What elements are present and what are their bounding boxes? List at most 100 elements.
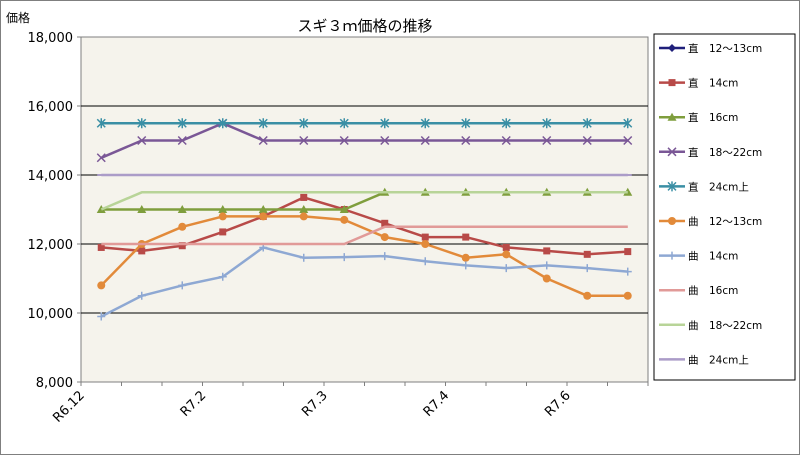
data-point [668,79,676,87]
series-line [100,122,628,159]
data-point [218,212,227,221]
data-point [623,291,632,300]
data-point [137,118,147,129]
series-7 [101,225,628,246]
data-point [420,118,430,129]
data-point [96,153,106,163]
data-point [582,118,592,129]
data-point [668,251,676,260]
legend-label: 曲 14cm [688,251,738,263]
legend-label: 直 12～13cm [688,42,762,55]
data-point [178,281,187,290]
series-line [101,225,628,246]
data-point [177,135,187,146]
data-point [543,247,551,255]
data-point [667,112,677,121]
data-point [300,193,308,201]
data-point [258,118,268,129]
data-point [259,212,268,221]
data-point [462,233,470,241]
legend-item-1: 直 14cm [659,77,738,90]
data-point [339,118,349,129]
data-point [380,233,389,242]
legend-item-5: 曲 12～13cm [659,216,762,228]
data-point [299,205,309,213]
data-point [138,247,146,255]
chart-title: スギ３ｍ価格の推移 [297,17,432,35]
data-point [623,118,633,129]
data-point [502,250,511,259]
data-point [583,291,592,300]
data-point [137,135,147,146]
legend-label: 曲 12～13cm [688,216,762,228]
y-tick-label: 8,000 [36,376,73,391]
data-point [623,135,633,146]
series-6 [97,243,632,321]
data-point [421,257,430,266]
legend-label: 曲 16cm [688,285,738,297]
data-point [339,205,349,213]
data-point [421,233,429,241]
data-point [624,248,632,256]
y-axis-label: 価格 [6,10,30,25]
data-point [542,261,551,270]
data-point [339,135,349,146]
data-point [623,267,632,276]
y-tick-label: 12,000 [28,238,74,253]
y-tick-label: 18,000 [28,31,74,46]
legend-item-6: 曲 14cm [659,251,738,263]
data-point [380,118,390,129]
data-point [582,135,592,146]
legend-label: 直 16cm [688,111,738,124]
data-point [258,135,268,146]
series-line [100,246,628,318]
data-point [96,118,106,129]
data-point [461,118,471,129]
data-point [97,243,105,251]
series-8 [100,191,628,211]
y-tick-label: 14,000 [28,169,74,184]
data-point [97,312,106,321]
data-point [502,243,510,251]
legend-item-9: 曲 24cm上 [659,354,749,366]
series-3 [96,118,633,163]
legend-label: 直 24cm上 [688,180,749,193]
legend-item-0: 直 12～13cm [659,42,762,55]
data-point [542,274,551,283]
data-point [667,147,677,157]
legend-item-4: 直 24cm上 [659,180,749,193]
legend-item-2: 直 16cm [659,111,738,124]
data-point [299,253,308,262]
data-point [299,212,308,221]
data-point [218,272,227,281]
data-point [501,135,511,146]
y-tick-label: 16,000 [28,100,74,115]
data-point [218,118,228,129]
data-point [340,215,349,224]
data-point [258,205,268,213]
data-point [218,205,228,213]
data-point [501,118,511,129]
series-lines [96,118,633,321]
data-point [178,242,186,250]
legend-label: 直 14cm [688,77,738,90]
legend-label: 直 18～22cm [688,146,762,159]
data-point [340,253,349,262]
data-point [380,252,389,261]
legend-label: 曲 24cm上 [688,354,749,366]
data-point [219,228,227,236]
series-4 [96,118,633,129]
data-point [177,205,187,213]
data-point [668,44,676,52]
data-point [583,264,592,273]
data-point [420,135,430,146]
data-point [502,264,511,273]
data-point [380,135,390,146]
data-point [542,118,552,129]
data-point [461,253,470,262]
data-point [178,222,187,231]
data-point [668,217,676,225]
